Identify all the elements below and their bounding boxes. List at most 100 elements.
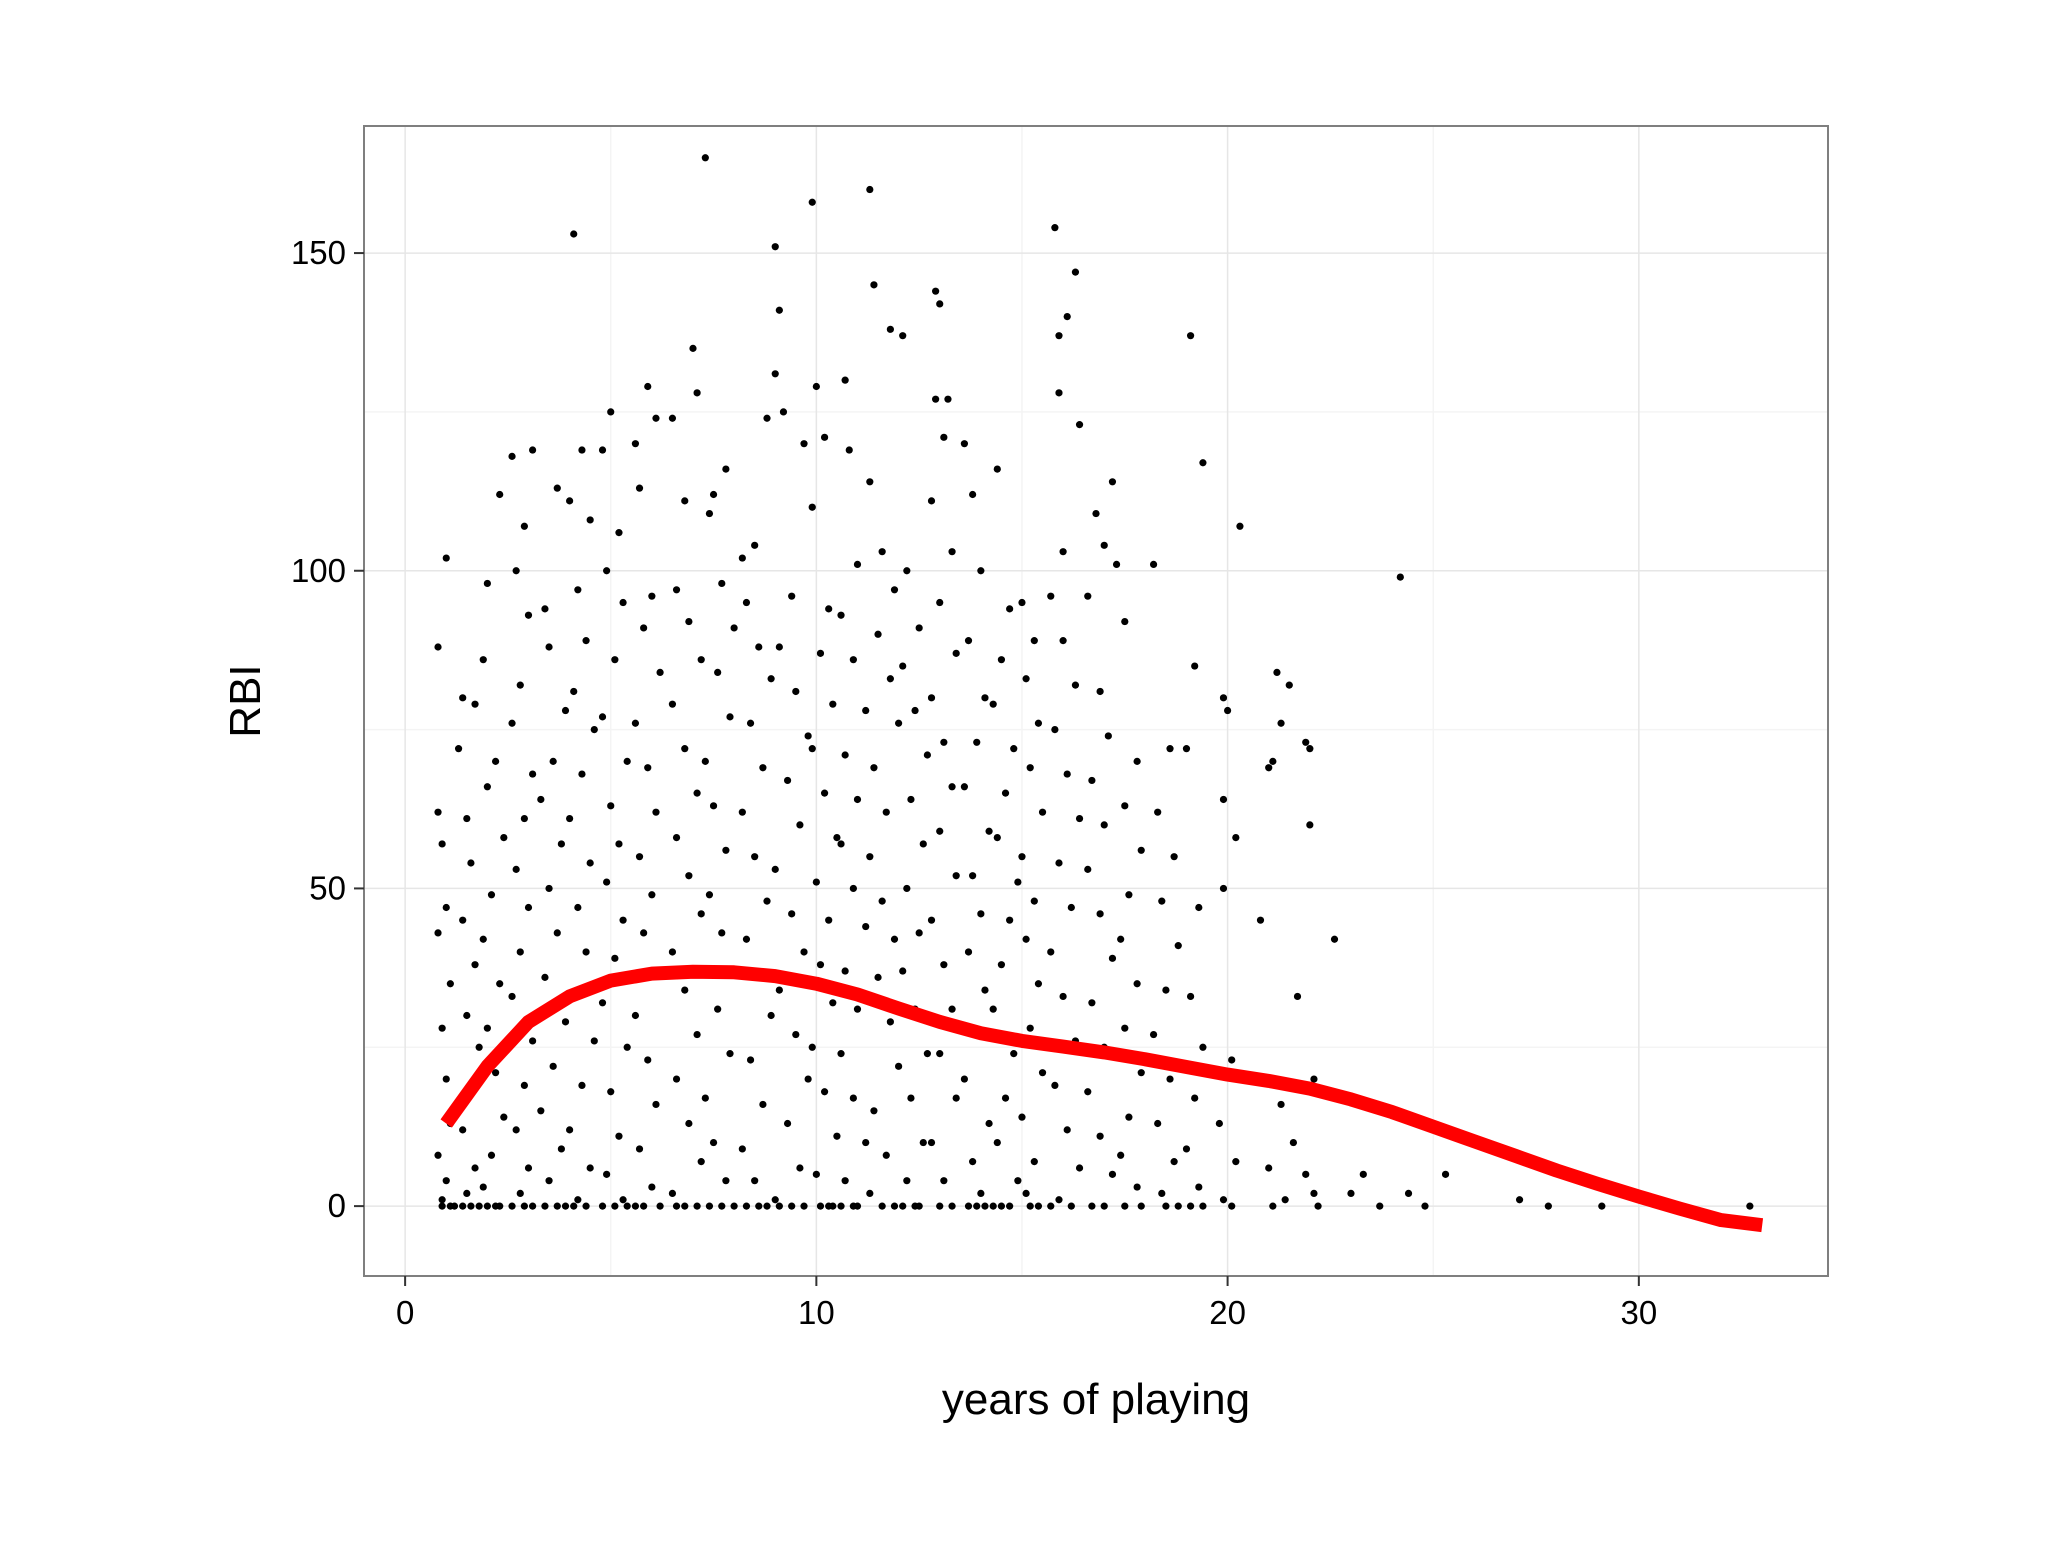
data-point [1285, 681, 1293, 689]
data-point [459, 1126, 467, 1134]
data-point [1006, 916, 1014, 924]
data-point [1010, 1050, 1018, 1058]
data-point [899, 1202, 907, 1210]
data-point [722, 846, 730, 854]
data-point [574, 1196, 582, 1204]
data-point [512, 1126, 520, 1134]
data-point [459, 694, 467, 702]
data-point [751, 853, 759, 861]
data-point [603, 567, 611, 575]
data-point [903, 567, 911, 575]
data-point [927, 916, 936, 924]
data-point [866, 185, 874, 194]
data-point [1170, 1158, 1178, 1166]
data-point [623, 1043, 631, 1051]
data-point [1117, 1151, 1125, 1159]
data-point [1063, 313, 1071, 321]
data-point [911, 1202, 919, 1210]
data-point [561, 1202, 570, 1210]
data-point [1018, 1113, 1026, 1121]
data-point [936, 1050, 944, 1058]
data-point [648, 1183, 656, 1191]
data-point [1232, 1158, 1240, 1166]
data-point [516, 1189, 524, 1198]
data-point [1256, 916, 1265, 924]
data-point [1158, 897, 1166, 905]
data-point [652, 808, 660, 816]
data-point [483, 1202, 491, 1210]
data-point [1544, 1202, 1552, 1210]
data-point [775, 306, 783, 314]
data-point [1038, 808, 1047, 816]
data-point [960, 1075, 969, 1083]
data-point [644, 382, 652, 391]
data-point [561, 706, 570, 715]
data-point [878, 1202, 886, 1210]
data-point [940, 961, 948, 969]
data-point [434, 643, 442, 651]
data-point [442, 1177, 450, 1185]
data-point [820, 789, 829, 797]
data-point [479, 935, 487, 943]
data-point [792, 1030, 800, 1039]
data-point [870, 1107, 878, 1115]
data-point [1030, 897, 1038, 905]
data-point [771, 865, 779, 873]
data-point [631, 1011, 640, 1020]
data-point [635, 484, 644, 492]
y-tick-label: 150 [291, 234, 346, 271]
data-point [463, 1189, 471, 1198]
data-point [837, 840, 845, 848]
data-point [788, 592, 796, 600]
data-point [1162, 1202, 1170, 1210]
data-point [845, 446, 853, 454]
data-point [1047, 948, 1055, 956]
data-point [648, 592, 656, 600]
data-point [1096, 910, 1104, 918]
data-point [730, 624, 738, 632]
data-point [631, 440, 640, 448]
data-point [1006, 605, 1014, 613]
data-point [672, 1202, 681, 1210]
data-point [1302, 738, 1310, 746]
data-point [541, 1202, 549, 1210]
data-point [973, 1202, 981, 1210]
data-point [611, 656, 619, 664]
data-point [993, 465, 1001, 473]
data-point [566, 814, 574, 823]
data-point [668, 700, 677, 708]
data-point [524, 903, 533, 912]
data-point [936, 827, 944, 835]
data-point [870, 764, 878, 772]
data-point [615, 1132, 623, 1140]
data-point [1293, 992, 1302, 1001]
data-point [1199, 1043, 1207, 1051]
data-point [697, 656, 705, 664]
data-point [878, 897, 886, 905]
data-point [853, 795, 862, 804]
data-point [512, 567, 520, 575]
data-point [849, 1094, 857, 1102]
data-point [705, 891, 714, 899]
data-point [553, 929, 561, 937]
data-point [919, 1138, 927, 1147]
data-point [1277, 719, 1285, 727]
data-point [1084, 1088, 1092, 1096]
data-point [763, 414, 771, 422]
data-point [1063, 770, 1071, 778]
data-point [964, 637, 973, 645]
data-point [1515, 1196, 1524, 1204]
data-point [1006, 1202, 1014, 1210]
data-point [1359, 1170, 1367, 1178]
data-point [496, 490, 504, 499]
data-point [479, 656, 487, 664]
data-point [775, 643, 783, 651]
data-point [718, 929, 726, 937]
data-point [812, 382, 820, 391]
data-point [557, 840, 565, 848]
data-point [1396, 573, 1404, 581]
data-point [619, 1196, 627, 1204]
data-point [471, 961, 479, 969]
data-point [1121, 1024, 1129, 1032]
